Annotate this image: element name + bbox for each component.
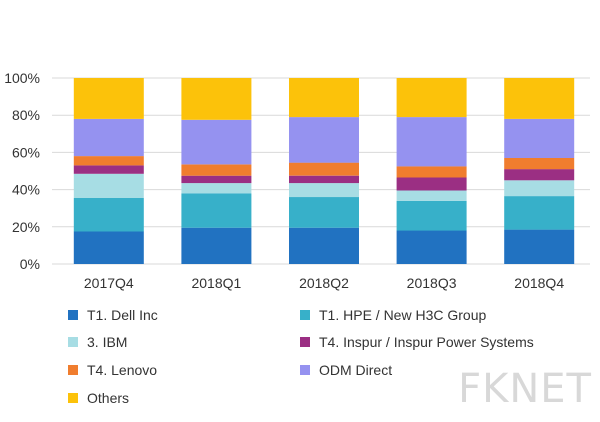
bar-segment-2018Q2-1[interactable]	[289, 197, 359, 228]
bar-segment-2018Q3-5[interactable]	[396, 117, 467, 167]
bar-segment-2017Q4-6[interactable]	[73, 78, 144, 119]
bar-segment-2018Q1-5[interactable]	[181, 119, 252, 165]
bar-segment-2018Q2-0[interactable]	[289, 227, 359, 264]
y-tick-label: 20%	[12, 219, 40, 235]
bar-segment-2018Q3-3[interactable]	[396, 177, 467, 191]
bar-segment-2018Q1-1[interactable]	[181, 193, 252, 228]
bar-segment-2018Q2-4[interactable]	[289, 162, 359, 176]
bar-segment-2018Q3-1[interactable]	[396, 200, 467, 231]
x-axis-ticks: 2017Q4 2018Q1 2018Q2 2018Q3 2018Q4	[84, 275, 564, 291]
bar-segment-2018Q1-0[interactable]	[181, 227, 252, 264]
bar-segment-2017Q4-2[interactable]	[73, 173, 144, 198]
x-tick-label: 2018Q1	[191, 275, 241, 291]
bar-segment-2017Q4-3[interactable]	[73, 165, 144, 174]
bar-segment-2018Q3-4[interactable]	[396, 166, 467, 178]
bar-segment-2018Q1-3[interactable]	[181, 175, 252, 184]
bar-segment-2018Q4-6[interactable]	[504, 78, 575, 119]
y-tick-label: 100%	[4, 70, 40, 86]
y-axis-ticks: 0% 20% 40% 60% 80% 100%	[4, 70, 40, 272]
bars	[73, 78, 575, 265]
y-tick-label: 60%	[12, 144, 40, 160]
bar-segment-2018Q4-3[interactable]	[504, 169, 575, 181]
x-tick-label: 2018Q2	[299, 275, 349, 291]
bar-segment-2017Q4-4[interactable]	[73, 156, 144, 166]
bar-segment-2018Q3-6[interactable]	[396, 78, 467, 118]
bar-segment-2018Q1-2[interactable]	[181, 183, 252, 194]
bar-segment-2018Q4-4[interactable]	[504, 158, 575, 170]
bar-segment-2018Q2-2[interactable]	[289, 183, 359, 198]
bar-segment-2018Q2-5[interactable]	[289, 117, 359, 163]
x-tick-label: 2018Q4	[514, 275, 564, 291]
bar-segment-2018Q4-5[interactable]	[504, 118, 575, 158]
bar-segment-2018Q3-0[interactable]	[396, 230, 467, 265]
bar-segment-2017Q4-0[interactable]	[73, 231, 144, 264]
bar-segment-2018Q2-6[interactable]	[289, 78, 359, 118]
bar-segment-2018Q1-4[interactable]	[181, 164, 252, 176]
y-tick-label: 0%	[20, 256, 40, 272]
bar-segment-2018Q1-6[interactable]	[181, 78, 252, 120]
bar-segment-2018Q3-2[interactable]	[396, 190, 467, 201]
x-tick-label: 2017Q4	[84, 275, 134, 291]
x-tick-label: 2018Q3	[407, 275, 457, 291]
bar-segment-2018Q4-0[interactable]	[504, 229, 575, 264]
bar-segment-2018Q4-1[interactable]	[504, 196, 575, 230]
y-tick-label: 40%	[12, 182, 40, 198]
watermark: FKNET	[458, 366, 592, 412]
bar-segment-2018Q2-3[interactable]	[289, 175, 359, 184]
y-tick-label: 80%	[12, 107, 40, 123]
bar-segment-2017Q4-5[interactable]	[73, 118, 144, 157]
bar-segment-2017Q4-1[interactable]	[73, 198, 144, 232]
bar-segment-2018Q4-2[interactable]	[504, 180, 575, 197]
